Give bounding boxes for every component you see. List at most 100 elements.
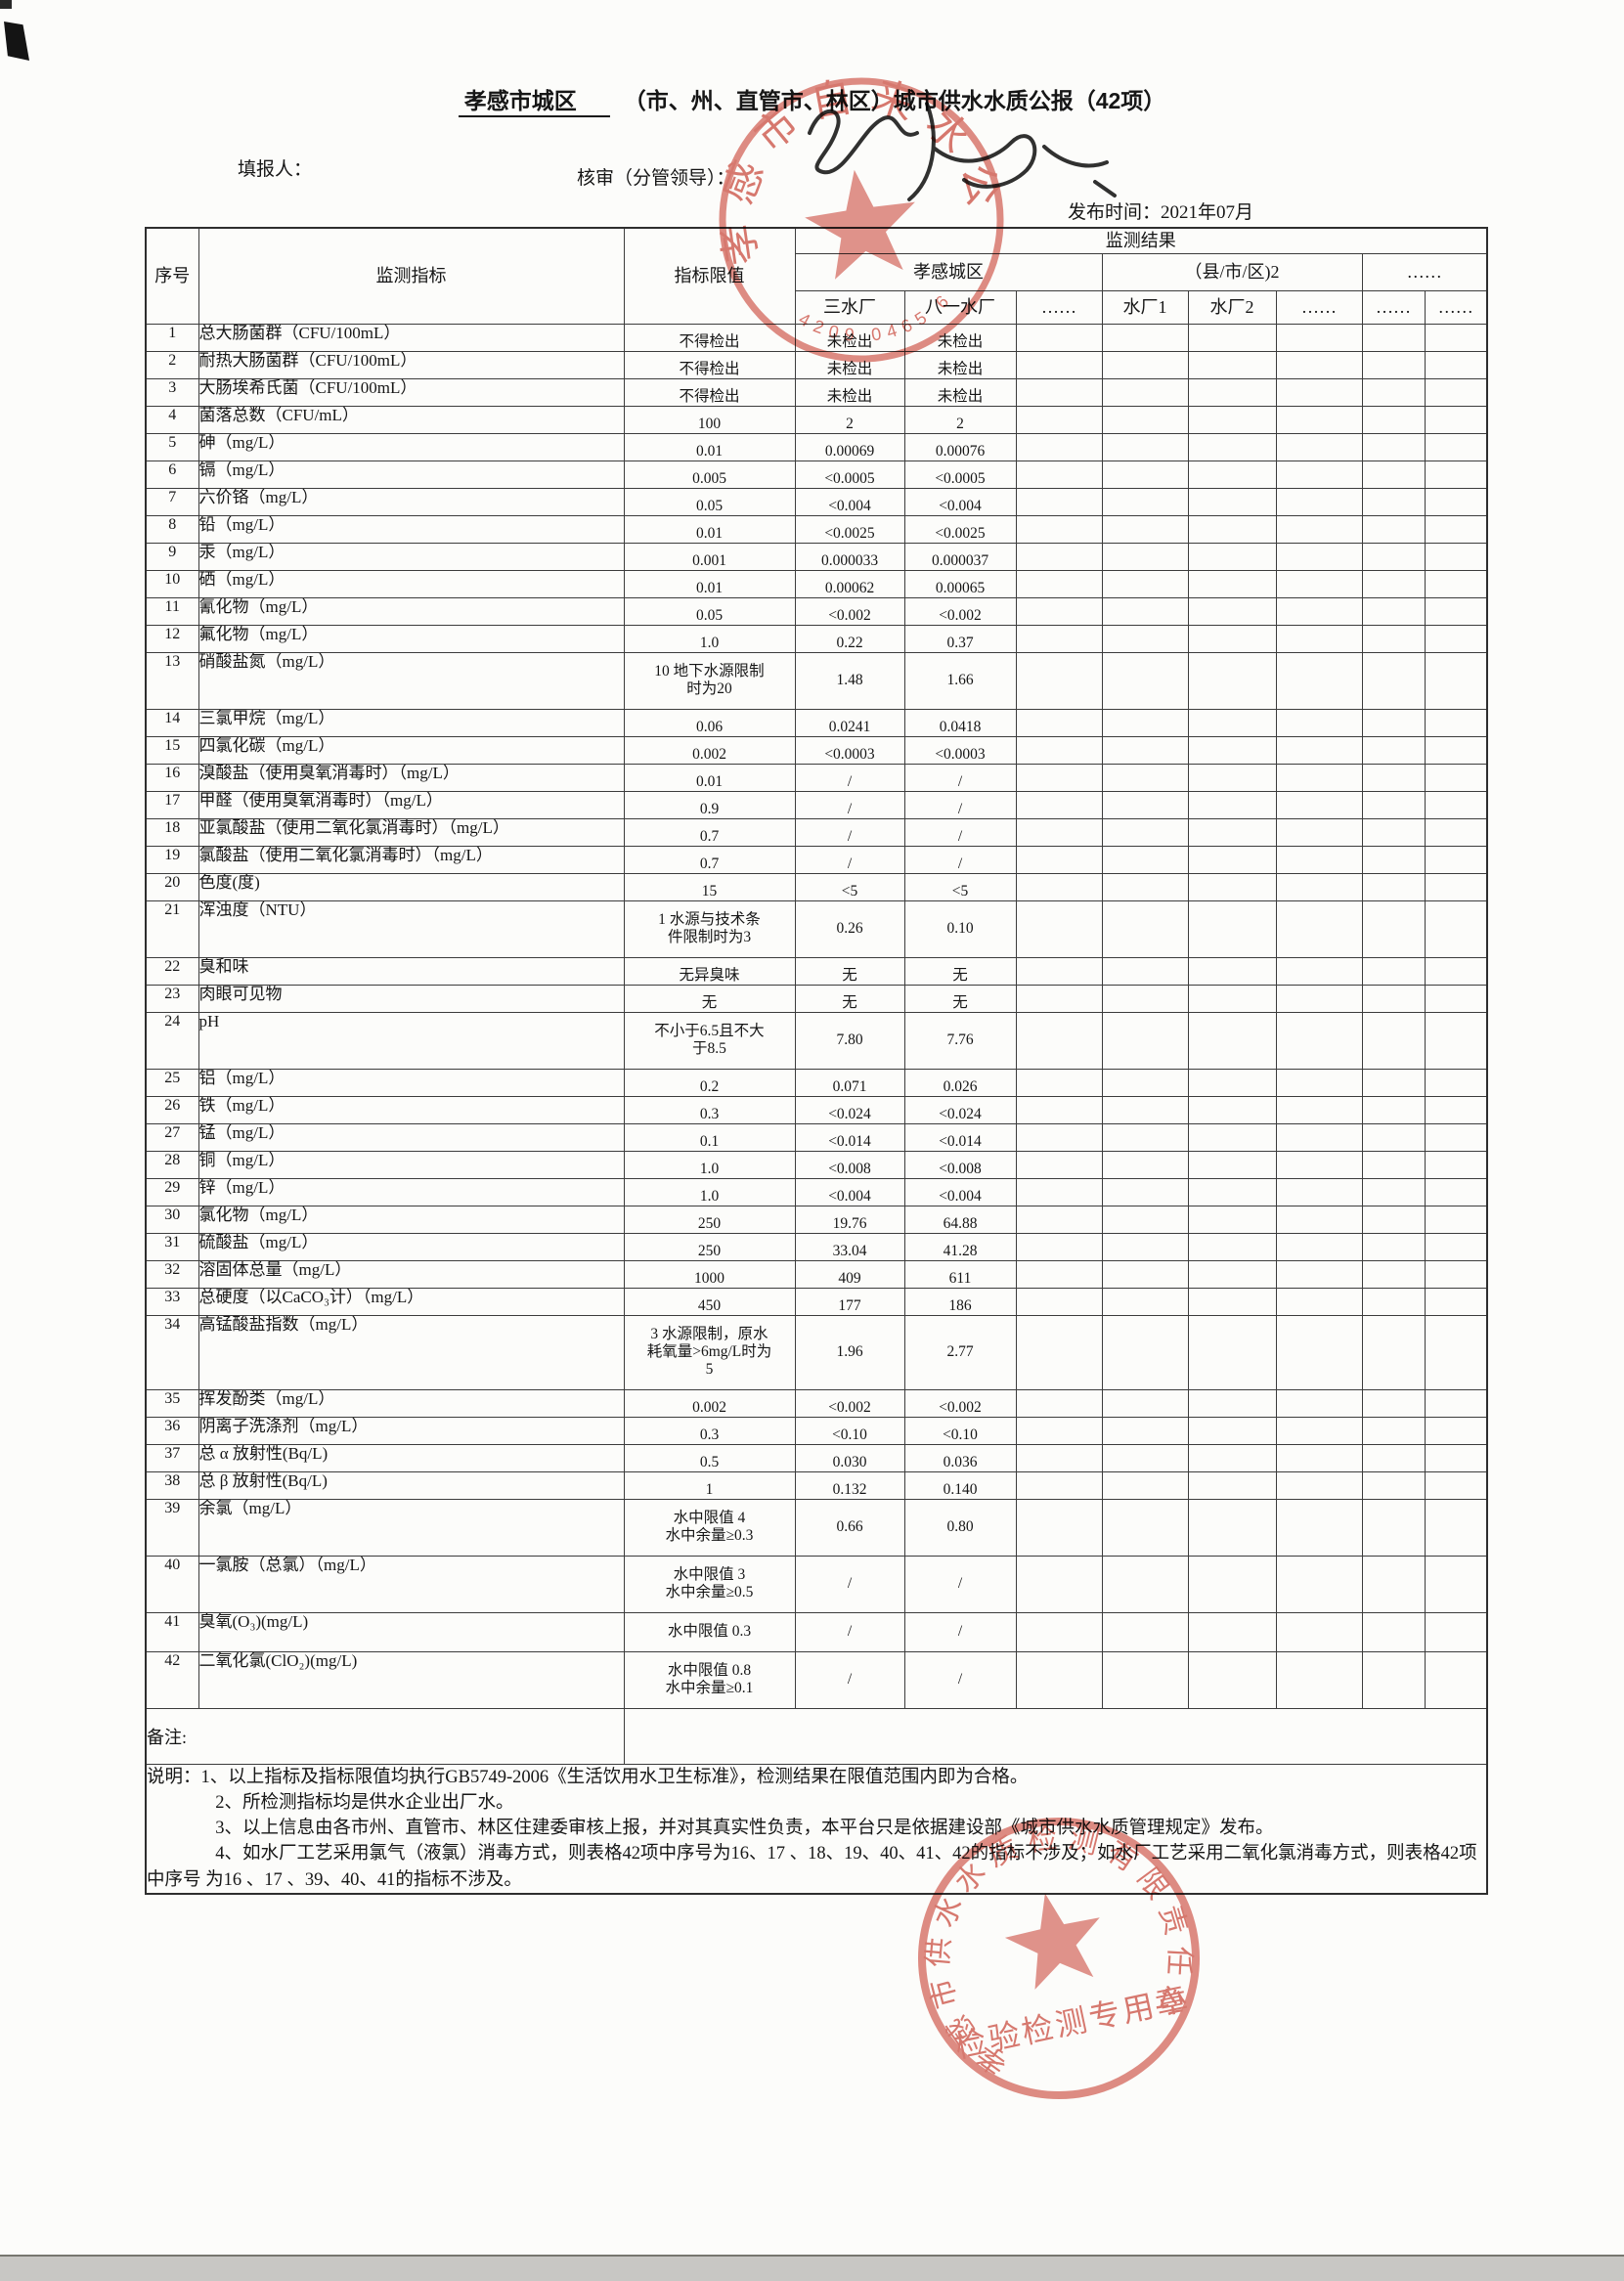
row-number: 28 — [145, 1150, 199, 1179]
value-plant-2: 64.88 — [903, 1205, 1017, 1234]
value-empty — [1187, 323, 1277, 352]
row-number: 21 — [145, 899, 199, 958]
value-empty — [1101, 323, 1189, 352]
indicator-name: 大肠埃希氏菌（CFU/100mL） — [198, 377, 625, 407]
indicator-name: 氟化物（mg/L） — [198, 624, 625, 653]
limit-value: 450 — [623, 1287, 796, 1316]
value-empty — [1275, 1095, 1363, 1124]
value-empty — [1275, 1287, 1363, 1316]
value-plant-1: / — [794, 1650, 905, 1709]
notes-row: 说明：1、以上指标及指标限值均执行GB5749-2006《生活饮用水卫生标准》，… — [145, 1763, 1488, 1895]
value-empty — [1275, 735, 1363, 765]
value-empty — [1424, 1388, 1488, 1418]
table-row: 26 铁（mg/L） 0.3 <0.024 <0.024 — [145, 1095, 1488, 1124]
row-number: 9 — [145, 542, 199, 571]
value-plant-1: 0.66 — [794, 1498, 905, 1557]
table-row: 14 三氯甲烷（mg/L） 0.06 0.0241 0.0418 — [145, 708, 1488, 737]
table-row: 25 铝（mg/L） 0.2 0.071 0.026 — [145, 1068, 1488, 1097]
table-row: 21 浑浊度（NTU） 1 水源与技术条 件限制时为3 0.26 0.10 — [145, 899, 1488, 958]
value-empty — [1424, 596, 1488, 626]
indicator-name: 锰（mg/L） — [198, 1122, 625, 1152]
table-row: 36 阴离子洗涤剂（mg/L） 0.3 <0.10 <0.10 — [145, 1416, 1488, 1445]
value-empty — [1275, 1443, 1363, 1472]
value-empty — [1101, 1011, 1189, 1070]
indicator-name: 硫酸盐（mg/L） — [198, 1232, 625, 1261]
value-empty — [1101, 405, 1189, 434]
col-header-limit: 指标限值 — [623, 227, 796, 325]
header-row-1: 序号 监测指标 指标限值 监测结果 — [145, 227, 1488, 325]
value-empty — [1275, 1122, 1363, 1152]
value-empty — [1015, 569, 1103, 598]
value-plant-1: 409 — [794, 1259, 905, 1289]
notes-block: 说明：1、以上指标及指标限值均执行GB5749-2006《生活饮用水卫生标准》，… — [145, 1763, 1488, 1895]
table-row: 12 氟化物（mg/L） 1.0 0.22 0.37 — [145, 624, 1488, 653]
value-empty — [1187, 1555, 1277, 1613]
value-empty — [1424, 1611, 1488, 1652]
indicator-name: 挥发酚类（mg/L） — [198, 1388, 625, 1418]
limit-value: 水中限值 0.3 — [623, 1611, 796, 1652]
value-empty — [1187, 405, 1277, 434]
value-plant-1: / — [794, 1611, 905, 1652]
value-empty — [1015, 405, 1103, 434]
row-number: 24 — [145, 1011, 199, 1070]
value-empty — [1361, 323, 1426, 352]
limit-value: 0.1 — [623, 1122, 796, 1152]
table-row: 23 肉眼可见物无无无 — [145, 984, 1488, 1013]
value-empty — [1424, 1470, 1488, 1500]
value-empty — [1275, 1259, 1363, 1289]
table-row: 1 总大肠菌群（CFU/100mL） 不得检出 未检出 未检出 — [145, 323, 1488, 352]
value-plant-2: 0.10 — [903, 899, 1017, 958]
value-empty — [1361, 735, 1426, 765]
row-number: 42 — [145, 1650, 199, 1709]
value-empty — [1187, 460, 1277, 489]
value-empty — [1101, 1470, 1189, 1500]
table-row: 8 铅（mg/L） 0.01 <0.0025 <0.0025 — [145, 514, 1488, 544]
value-empty — [1424, 817, 1488, 847]
value-plant-2: 7.76 — [903, 1011, 1017, 1070]
value-empty — [1275, 1388, 1363, 1418]
value-empty — [1275, 350, 1363, 379]
limit-value: 无 — [623, 984, 796, 1013]
value-plant-2: <0.002 — [903, 596, 1017, 626]
value-plant-2: <0.10 — [903, 1416, 1017, 1445]
value-empty — [1187, 1287, 1277, 1316]
value-plant-2: / — [903, 1611, 1017, 1652]
value-empty — [1101, 763, 1189, 792]
value-empty — [1101, 1150, 1189, 1179]
limit-value: 水中限值 4 水中余量≥0.3 — [623, 1498, 796, 1557]
value-empty — [1015, 1443, 1103, 1472]
table-row: 35 挥发酚类（mg/L） 0.002 <0.002 <0.002 — [145, 1388, 1488, 1418]
value-plant-1: <0.0005 — [794, 460, 905, 489]
value-empty — [1275, 651, 1363, 710]
value-empty — [1361, 984, 1426, 1013]
value-empty — [1275, 956, 1363, 986]
star-icon — [805, 169, 915, 280]
value-empty — [1275, 460, 1363, 489]
value-empty — [1361, 569, 1426, 598]
value-empty — [1101, 596, 1189, 626]
value-empty — [1275, 1470, 1363, 1500]
star-icon — [1004, 1893, 1100, 1990]
value-empty — [1361, 1416, 1426, 1445]
value-plant-1: 1.96 — [794, 1314, 905, 1390]
value-plant-2: <0.002 — [903, 1388, 1017, 1418]
value-empty — [1015, 624, 1103, 653]
value-empty — [1361, 1205, 1426, 1234]
value-empty — [1275, 845, 1363, 874]
value-empty — [1187, 487, 1277, 516]
value-plant-2: <0.0005 — [903, 460, 1017, 489]
plant-header-5: 水厂2 — [1187, 289, 1277, 325]
limit-value: 0.2 — [623, 1068, 796, 1097]
value-empty — [1187, 1205, 1277, 1234]
value-empty — [1015, 790, 1103, 819]
table-row: 41 臭氧(O₃)(mg/L) 水中限值 0.3// — [145, 1611, 1488, 1652]
value-empty — [1015, 377, 1103, 407]
row-number: 3 — [145, 377, 199, 407]
value-empty — [1101, 1650, 1189, 1709]
value-plant-2: <0.0025 — [903, 514, 1017, 544]
publish-date: 发布时间：2021年07月 — [1068, 202, 1254, 223]
value-empty — [1101, 569, 1189, 598]
value-empty — [1424, 569, 1488, 598]
table-row: 4 菌落总数（CFU/mL） 100 2 2 — [145, 405, 1488, 434]
table-row: 5 砷（mg/L） 0.01 0.00069 0.00076 — [145, 432, 1488, 461]
